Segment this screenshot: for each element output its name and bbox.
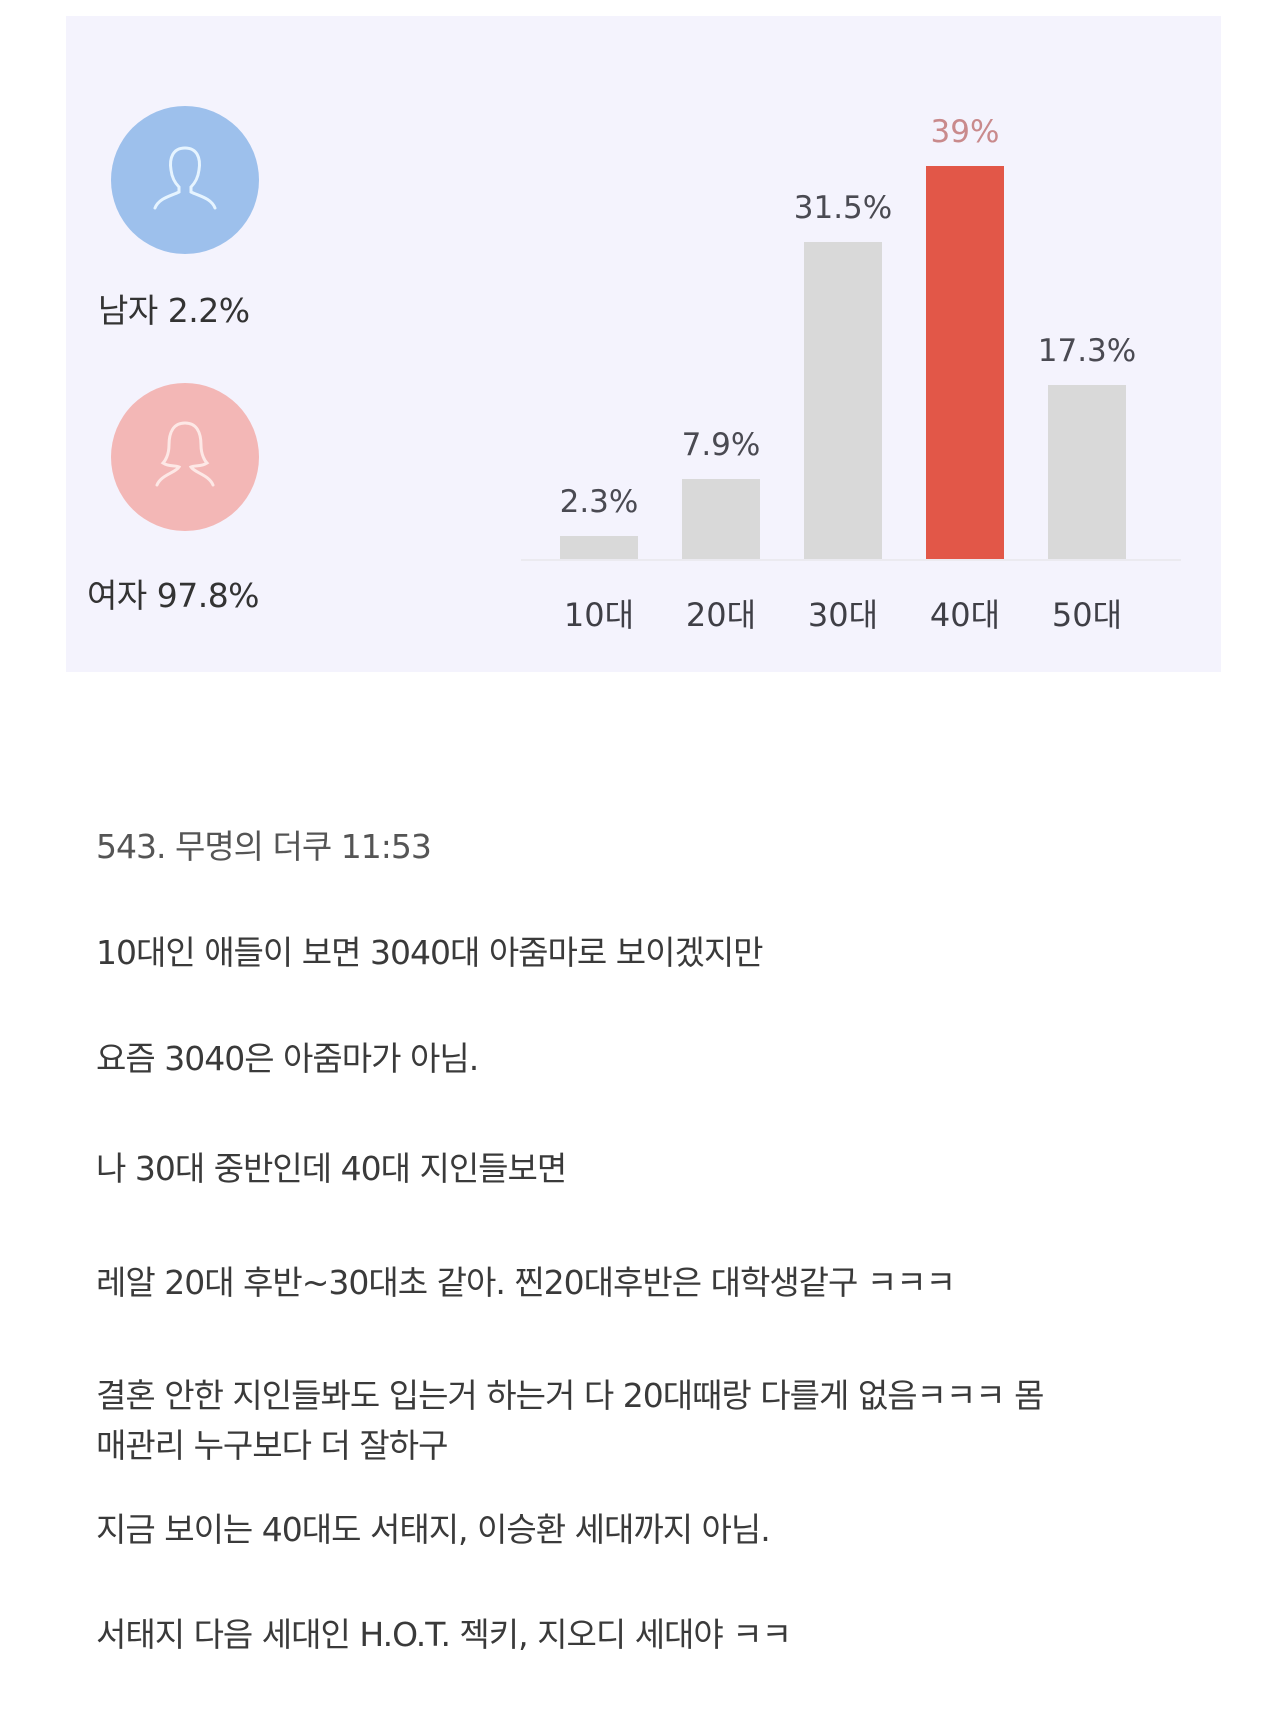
- comment-line: 매관리 누구보다 더 잘하구: [96, 1426, 448, 1465]
- comment-line: 요즘 3040은 아줌마가 아님.: [96, 1039, 479, 1078]
- bar-3: [926, 166, 1004, 559]
- chart-baseline: [521, 559, 1181, 561]
- comment-line: 나 30대 중반인데 40대 지인들보면: [96, 1149, 567, 1188]
- bar-value-label: 7.9%: [681, 427, 761, 463]
- comment-line: 10대인 애들이 보면 3040대 아줌마로 보이겠지만: [96, 933, 764, 972]
- bar-4: [1048, 385, 1126, 559]
- female-percentage: 여자 97.8%: [87, 576, 260, 615]
- bar-value-label: 31.5%: [793, 190, 893, 226]
- bar-value-label: 17.3%: [1037, 333, 1137, 369]
- male-user-icon: [153, 146, 217, 210]
- bar-category-label: 40대: [929, 596, 1001, 634]
- comment-line: 지금 보이는 40대도 서태지, 이승환 세대까지 아님.: [96, 1510, 771, 1549]
- age-bar-chart: 2.3% 10대 7.9% 20대 31.5% 30대 39% 40대 17.3% 50대: [66, 16, 1221, 672]
- comment-header: 543. 무명의 더쿠 11:53: [96, 827, 432, 866]
- bar-1: [682, 479, 760, 559]
- bar-0: [560, 536, 638, 559]
- bar-category-label: 50대: [1051, 596, 1123, 634]
- bar-value-label: 39%: [930, 114, 1000, 150]
- female-avatar: [111, 383, 259, 531]
- comment-line: 레알 20대 후반~30대초 같아. 찐20대후반은 대학생같구 ㅋㅋㅋ: [96, 1263, 956, 1302]
- demographics-panel: 남자 2.2% 여자 97.8% 2.3% 10대 7.9% 20대 31.5% 30대 3…: [66, 16, 1221, 672]
- bar-value-label: 2.3%: [559, 484, 639, 520]
- male-avatar: [111, 106, 259, 254]
- bar-category-label: 20대: [685, 596, 757, 634]
- bar-2: [804, 242, 882, 559]
- comment-line: 서태지 다음 세대인 H.O.T. 젝키, 지오디 세대야 ㅋㅋ: [96, 1615, 792, 1654]
- male-percentage: 남자 2.2%: [98, 291, 250, 330]
- bar-category-label: 30대: [807, 596, 879, 634]
- bar-category-label: 10대: [563, 596, 635, 634]
- female-user-icon: [155, 421, 215, 487]
- comment-line: 결혼 안한 지인들봐도 입는거 하는거 다 20대때랑 다를게 없음ㅋㅋㅋ 몸: [96, 1376, 1044, 1415]
